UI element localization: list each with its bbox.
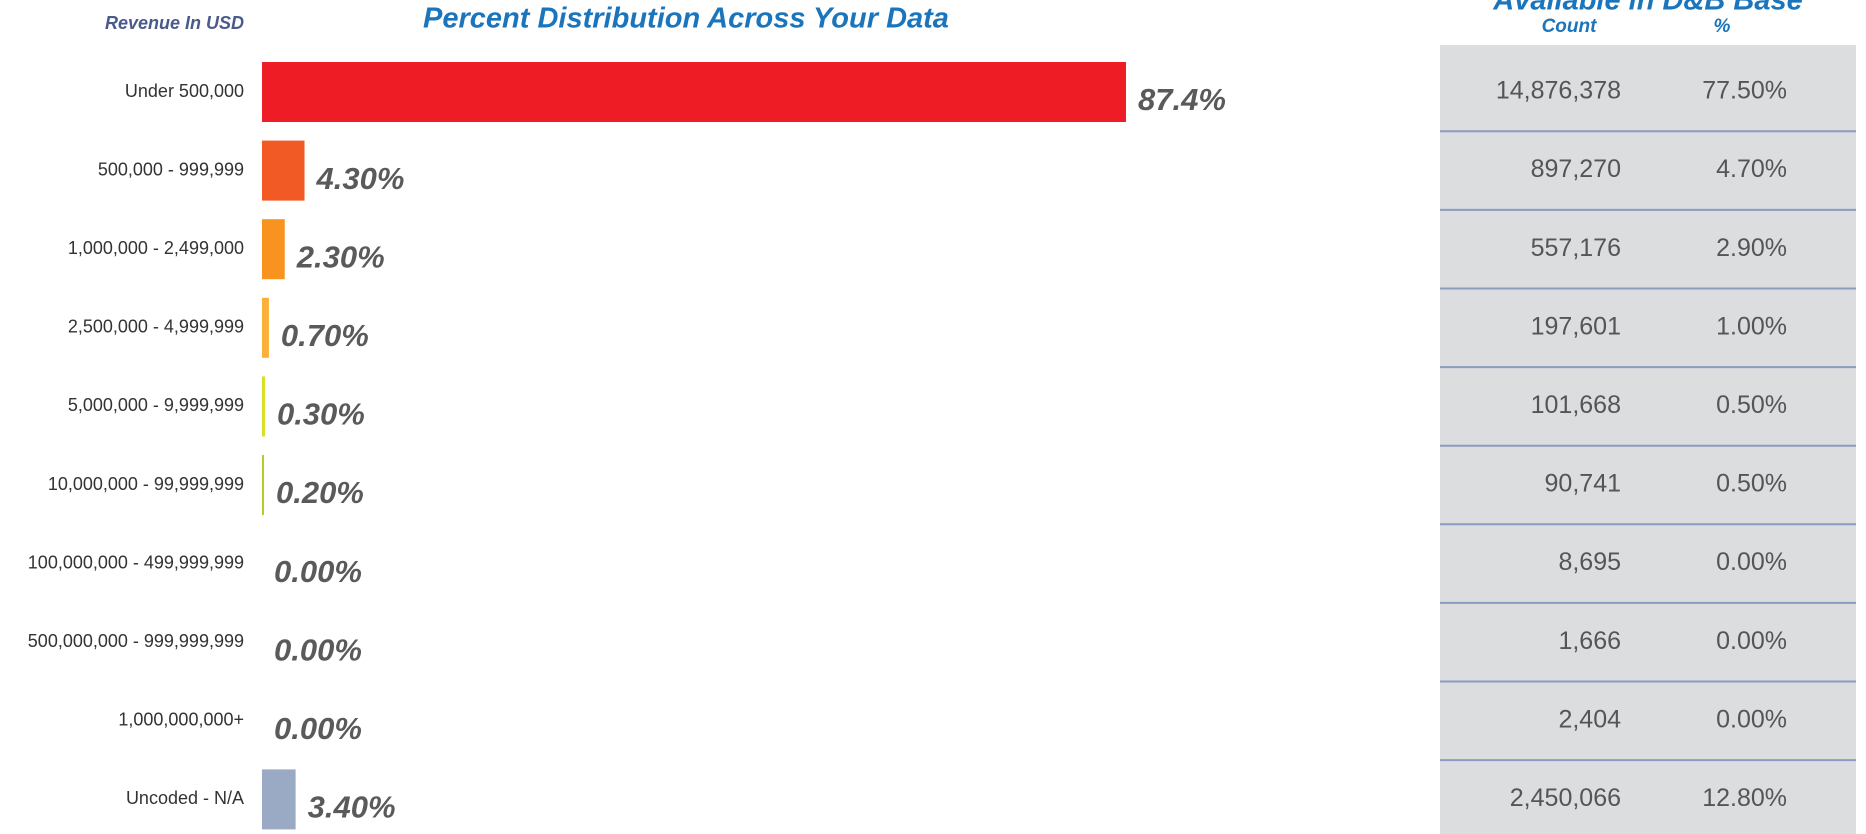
value-label: 87.4% — [1138, 82, 1226, 117]
table-panel — [1440, 45, 1856, 834]
category-label: 1,000,000 - 2,499,000 — [68, 238, 244, 258]
value-label: 3.40% — [308, 790, 396, 825]
count-cell: 557,176 — [1531, 234, 1621, 262]
count-cell: 2,404 — [1558, 705, 1621, 733]
percent-cell: 0.00% — [1716, 548, 1787, 576]
count-cell: 897,270 — [1531, 155, 1621, 183]
count-cell: 2,450,066 — [1510, 784, 1621, 812]
axis-label: Revenue In USD — [105, 13, 244, 33]
count-cell: 197,601 — [1531, 312, 1621, 340]
bar — [262, 455, 264, 515]
column-header: Count — [1542, 16, 1598, 37]
value-label: 0.70% — [281, 318, 369, 353]
category-label: 1,000,000,000+ — [118, 710, 244, 730]
category-label: 500,000 - 999,999 — [98, 159, 244, 179]
percent-cell: 1.00% — [1716, 312, 1787, 340]
category-label: 500,000,000 - 999,999,999 — [28, 631, 244, 651]
bar — [262, 62, 1126, 122]
category-label: 10,000,000 - 99,999,999 — [48, 474, 244, 494]
bar — [262, 219, 285, 280]
percent-cell: 2.90% — [1716, 234, 1787, 262]
bar — [262, 297, 269, 358]
percent-cell: 0.00% — [1716, 705, 1787, 733]
column-header: % — [1714, 16, 1731, 37]
value-label: 0.30% — [277, 397, 365, 432]
table-title: Available in D&B Base — [1492, 0, 1802, 17]
percent-cell: 4.70% — [1716, 155, 1787, 183]
value-label: 4.30% — [316, 161, 405, 196]
count-cell: 90,741 — [1545, 470, 1621, 498]
value-label: 0.00% — [274, 711, 362, 746]
bar — [262, 769, 296, 830]
category-label: Under 500,000 — [125, 81, 244, 101]
value-label: 0.00% — [274, 632, 362, 667]
count-cell: 8,695 — [1558, 548, 1621, 576]
count-cell: 14,876,378 — [1496, 77, 1621, 105]
percent-cell: 0.00% — [1716, 627, 1787, 655]
category-label: 5,000,000 - 9,999,999 — [68, 395, 244, 415]
percent-cell: 77.50% — [1702, 77, 1787, 105]
category-label: 2,500,000 - 4,999,999 — [68, 317, 244, 337]
category-label: Uncoded - N/A — [126, 788, 244, 808]
bar — [262, 376, 265, 437]
category-label: 100,000,000 - 499,999,999 — [28, 552, 244, 572]
chart-title: Percent Distribution Across Your Data — [423, 3, 949, 35]
value-label: 2.30% — [296, 239, 385, 274]
count-cell: 1,666 — [1558, 627, 1621, 655]
count-cell: 101,668 — [1531, 391, 1621, 419]
percent-cell: 0.50% — [1716, 391, 1787, 419]
percent-cell: 0.50% — [1716, 470, 1787, 498]
value-label: 0.00% — [274, 554, 362, 589]
bar — [262, 140, 305, 201]
value-label: 0.20% — [276, 475, 364, 510]
percent-cell: 12.80% — [1702, 784, 1787, 812]
